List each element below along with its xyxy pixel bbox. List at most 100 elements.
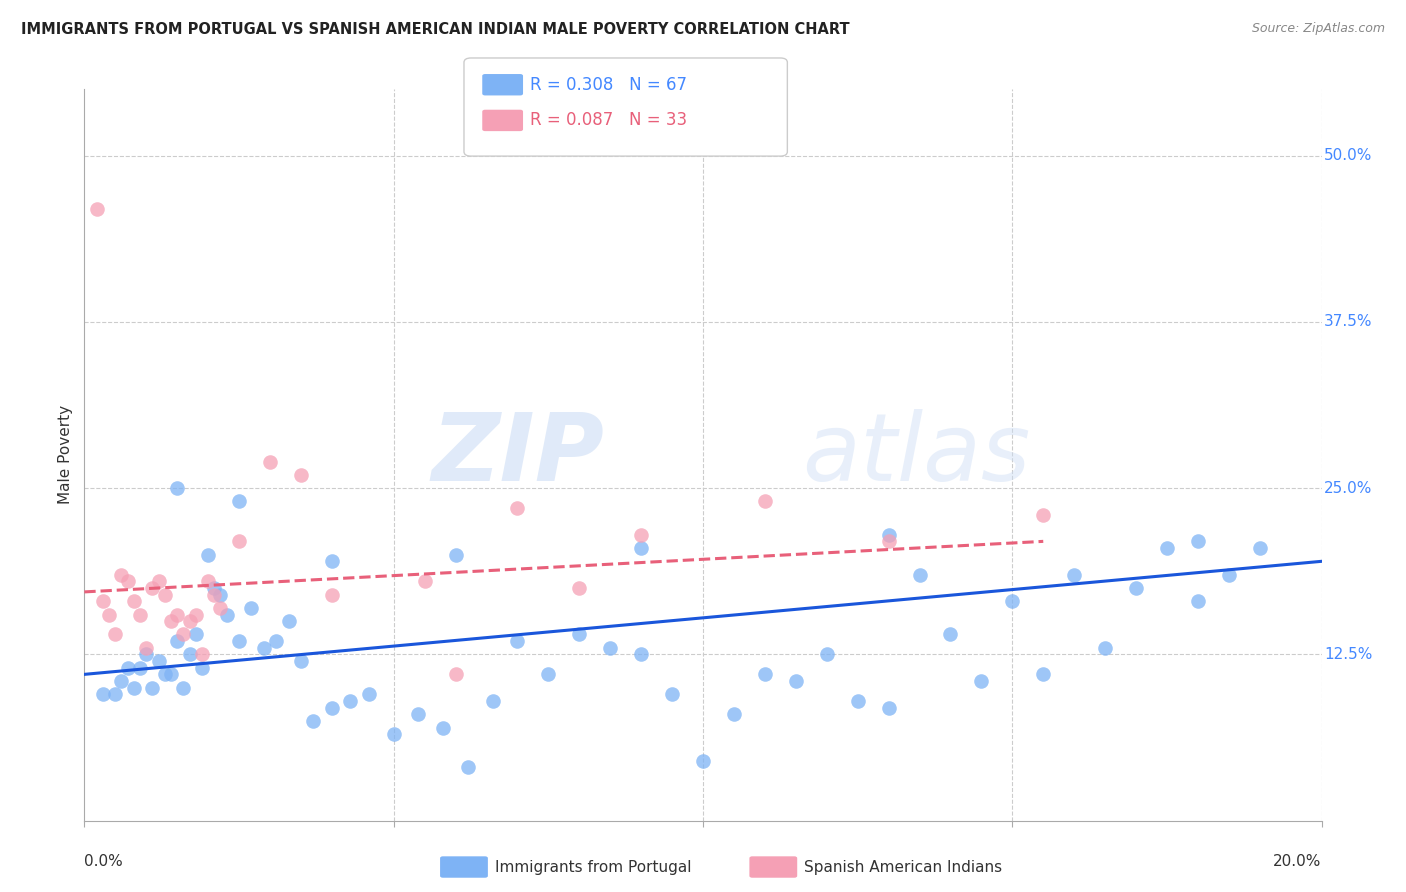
Point	[104, 627, 127, 641]
Point	[754, 667, 776, 681]
Point	[1094, 640, 1116, 655]
Point	[302, 714, 325, 728]
Point	[1125, 581, 1147, 595]
Text: atlas: atlas	[801, 409, 1031, 500]
Point	[630, 527, 652, 541]
Point	[104, 687, 127, 701]
Point	[432, 721, 454, 735]
Point	[197, 574, 219, 589]
Point	[290, 467, 312, 482]
Point	[321, 554, 343, 568]
Point	[321, 588, 343, 602]
Point	[661, 687, 683, 701]
Point	[1156, 541, 1178, 555]
Point	[153, 588, 176, 602]
Point	[321, 700, 343, 714]
Point	[129, 661, 152, 675]
Point	[91, 594, 114, 608]
Point	[122, 681, 145, 695]
Text: R = 0.308   N = 67: R = 0.308 N = 67	[530, 76, 688, 94]
Point	[191, 648, 214, 662]
Point	[630, 541, 652, 555]
Point	[228, 634, 250, 648]
Point	[202, 588, 225, 602]
Text: Source: ZipAtlas.com: Source: ZipAtlas.com	[1251, 22, 1385, 36]
Point	[506, 634, 529, 648]
Text: 25.0%: 25.0%	[1324, 481, 1372, 496]
Point	[568, 627, 591, 641]
Point	[184, 627, 207, 641]
Point	[970, 673, 993, 688]
Point	[339, 694, 361, 708]
Point	[506, 501, 529, 516]
Point	[1187, 594, 1209, 608]
Point	[1032, 667, 1054, 681]
Text: ZIP: ZIP	[432, 409, 605, 501]
Point	[172, 681, 194, 695]
Point	[240, 600, 263, 615]
Point	[1249, 541, 1271, 555]
Point	[160, 614, 183, 628]
Point	[98, 607, 121, 622]
Point	[110, 673, 132, 688]
Point	[481, 694, 503, 708]
Point	[122, 594, 145, 608]
Point	[184, 607, 207, 622]
Point	[264, 634, 287, 648]
Point	[228, 534, 250, 549]
Text: IMMIGRANTS FROM PORTUGAL VS SPANISH AMERICAN INDIAN MALE POVERTY CORRELATION CHA: IMMIGRANTS FROM PORTUGAL VS SPANISH AMER…	[21, 22, 849, 37]
Text: Immigrants from Portugal: Immigrants from Portugal	[495, 860, 692, 874]
Point	[723, 707, 745, 722]
Point	[1001, 594, 1024, 608]
Point	[357, 687, 380, 701]
Point	[457, 760, 479, 774]
Point	[117, 574, 139, 589]
Point	[166, 481, 188, 495]
Text: 20.0%: 20.0%	[1274, 854, 1322, 869]
Point	[191, 661, 214, 675]
Point	[1032, 508, 1054, 522]
Point	[846, 694, 869, 708]
Point	[939, 627, 962, 641]
Point	[908, 567, 931, 582]
Point	[253, 640, 276, 655]
Point	[290, 654, 312, 668]
Point	[153, 667, 176, 681]
Point	[877, 527, 900, 541]
Point	[129, 607, 152, 622]
Point	[877, 534, 900, 549]
Point	[1063, 567, 1085, 582]
Point	[197, 548, 219, 562]
Text: 37.5%: 37.5%	[1324, 315, 1372, 329]
Point	[277, 614, 299, 628]
Point	[141, 581, 163, 595]
Point	[754, 494, 776, 508]
Text: 0.0%: 0.0%	[84, 854, 124, 869]
Point	[228, 494, 250, 508]
Point	[166, 634, 188, 648]
Point	[179, 648, 201, 662]
Point	[117, 661, 139, 675]
Point	[568, 581, 591, 595]
Point	[110, 567, 132, 582]
Text: 12.5%: 12.5%	[1324, 647, 1372, 662]
Point	[1218, 567, 1240, 582]
Text: R = 0.087   N = 33: R = 0.087 N = 33	[530, 112, 688, 129]
Point	[692, 754, 714, 768]
Point	[148, 574, 170, 589]
Point	[630, 648, 652, 662]
Point	[86, 202, 108, 216]
Point	[202, 581, 225, 595]
Point	[135, 648, 157, 662]
Point	[408, 707, 430, 722]
Point	[877, 700, 900, 714]
Point	[815, 648, 838, 662]
Point	[537, 667, 560, 681]
Point	[91, 687, 114, 701]
Point	[148, 654, 170, 668]
Point	[413, 574, 436, 589]
Point	[166, 607, 188, 622]
Point	[135, 640, 157, 655]
Point	[141, 681, 163, 695]
Point	[259, 454, 281, 468]
